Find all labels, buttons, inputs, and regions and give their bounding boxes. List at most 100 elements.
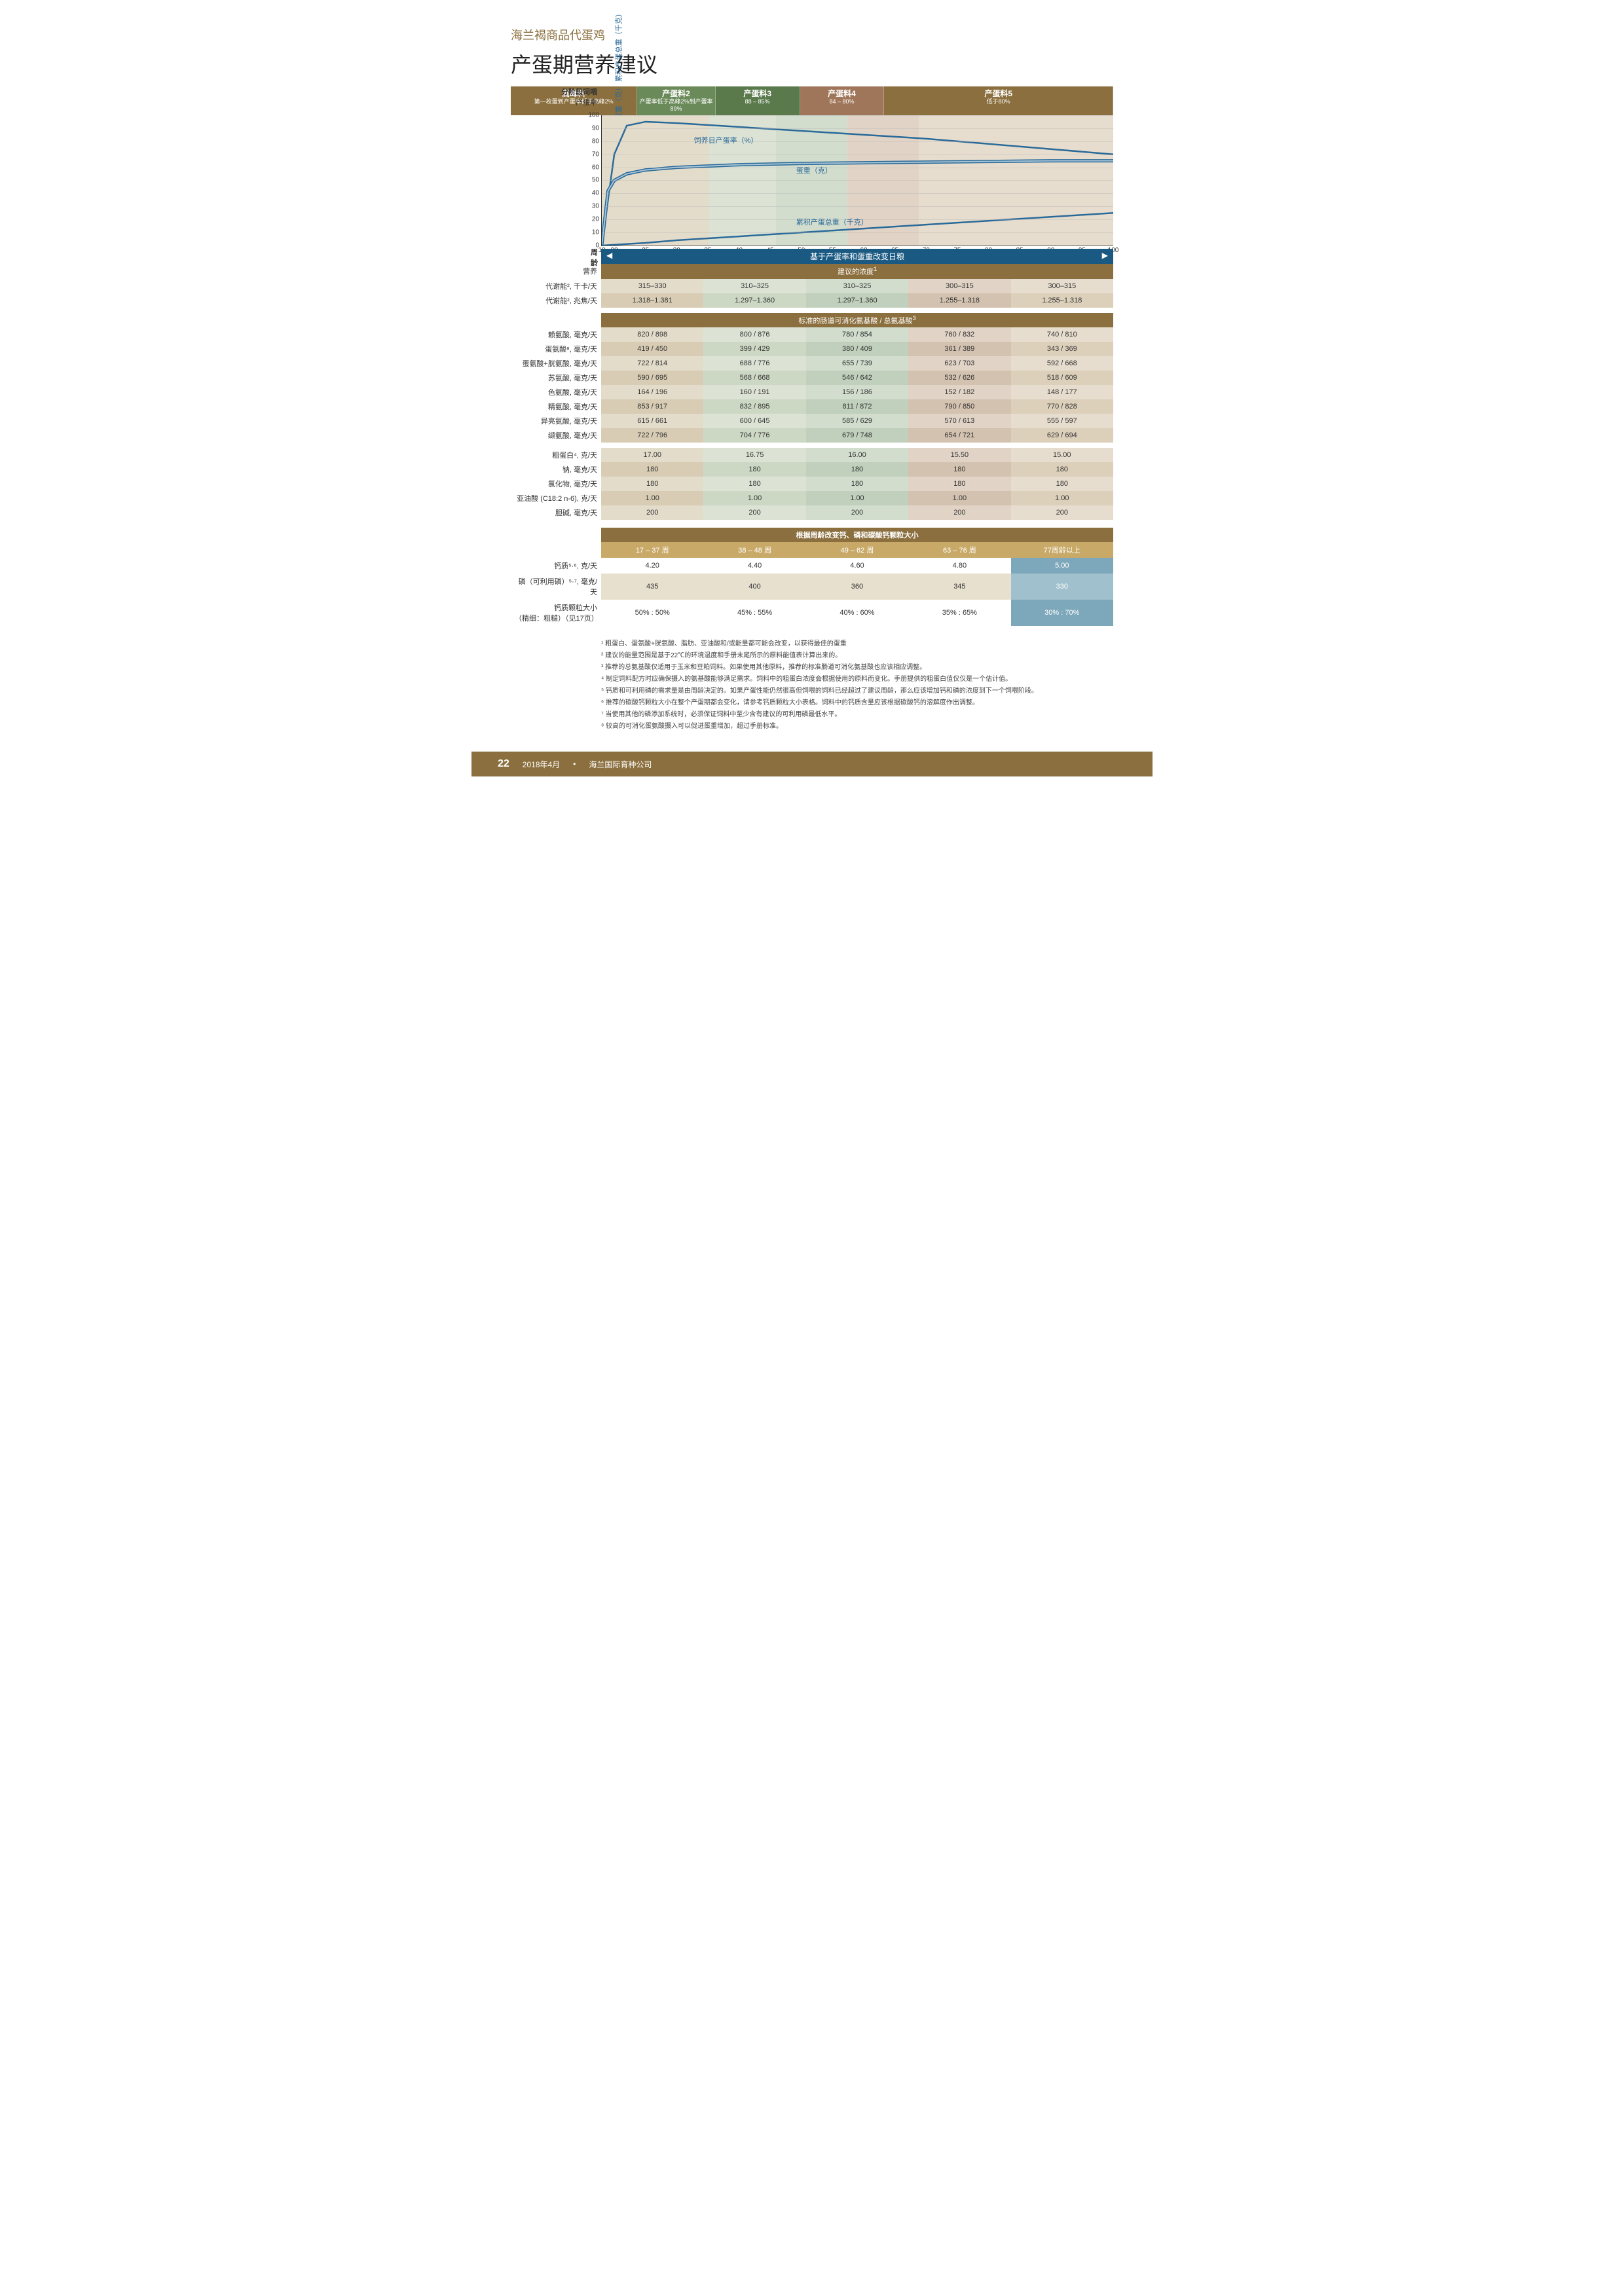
row-label: 胆碱, 毫克/天 xyxy=(511,505,601,520)
chart-area: 周龄 0102030405060708090100182025303540455… xyxy=(601,115,1113,246)
grid-line xyxy=(602,206,1113,207)
value-cell: 555 / 597 xyxy=(1011,414,1113,428)
row-label: 粗蛋白⁴, 克/天 xyxy=(511,448,601,462)
value-cell: 5.00 xyxy=(1011,558,1113,574)
row-label: 苏氨酸, 毫克/天 xyxy=(511,371,601,385)
phase-label: 分阶段饲喂 xyxy=(511,86,597,97)
value-cell: 200 xyxy=(1011,505,1113,520)
value-cell: 740 / 810 xyxy=(1011,327,1113,342)
footer-company: 海兰国际育种公司 xyxy=(589,759,652,770)
phase-headers: 高峰料第一枚蛋到产蛋率低于高峰2%产蛋料2产蛋率低于高峰2%到产蛋率89%产蛋料… xyxy=(511,86,1113,115)
value-cell: 45% : 55% xyxy=(703,600,805,626)
value-cell: 15.00 xyxy=(1011,448,1113,462)
value-cell: 1.297–1.360 xyxy=(703,293,805,308)
value-cell: 180 xyxy=(703,462,805,477)
y-tick: 80 xyxy=(592,137,602,145)
row-label: 色氨酸, 毫克/天 xyxy=(511,385,601,399)
footer-sep: • xyxy=(573,759,576,769)
value-cell: 435 xyxy=(601,574,703,600)
value-cell: 629 / 694 xyxy=(1011,428,1113,443)
value-cell: 30% : 70% xyxy=(1011,600,1113,626)
banner: 基于产蛋率和蛋重改变日粮 xyxy=(601,249,1113,264)
cell xyxy=(511,313,601,328)
value-cell: 40% : 60% xyxy=(806,600,908,626)
grid-line xyxy=(602,180,1113,181)
value-cell: 180 xyxy=(601,462,703,477)
cell xyxy=(601,308,1113,313)
footer-date: 2018年4月 xyxy=(523,759,560,770)
value-cell: 180 xyxy=(601,477,703,491)
value-cell: 200 xyxy=(908,505,1010,520)
value-cell: 546 / 642 xyxy=(806,371,908,385)
row-label: 赖氨酸, 毫克/天 xyxy=(511,327,601,342)
row-label: 磷（可利用磷）⁵·⁷, 毫克/天 xyxy=(511,574,601,600)
value-cell: 300–315 xyxy=(908,279,1010,293)
value-cell: 532 / 626 xyxy=(908,371,1010,385)
mineral-col: 38 – 48 周 xyxy=(703,542,805,558)
value-cell: 1.255–1.318 xyxy=(1011,293,1113,308)
page-number: 22 xyxy=(498,758,509,770)
value-cell: 615 / 661 xyxy=(601,414,703,428)
main-title: 产蛋期营养建议 xyxy=(511,48,1113,79)
value-cell: 180 xyxy=(908,477,1010,491)
value-cell: 518 / 609 xyxy=(1011,371,1113,385)
cell xyxy=(511,308,601,313)
value-cell: 1.00 xyxy=(601,491,703,505)
grid-line xyxy=(602,193,1113,194)
value-cell: 35% : 65% xyxy=(908,600,1010,626)
y-tick: 70 xyxy=(592,151,602,158)
value-cell: 760 / 832 xyxy=(908,327,1010,342)
footnote: ¹ 粗蛋白、蛋氨酸+胱氨酸、脂肪、亚油酸和/或能量都可能会改变，以获得最佳的蛋重 xyxy=(601,639,1113,649)
value-cell: 152 / 182 xyxy=(908,385,1010,399)
row-label: 钙质颗粒大小（精细：粗糙）（见17页） xyxy=(511,600,601,626)
y-tick: 60 xyxy=(592,164,602,171)
value-cell: 380 / 409 xyxy=(806,342,908,356)
cell xyxy=(511,528,601,542)
y-tick: 50 xyxy=(592,177,602,184)
value-cell: 180 xyxy=(806,477,908,491)
value-cell: 400 xyxy=(703,574,805,600)
footnotes: ¹ 粗蛋白、蛋氨酸+胱氨酸、脂肪、亚油酸和/或能量都可能会改变，以获得最佳的蛋重… xyxy=(601,639,1113,732)
value-cell: 4.60 xyxy=(806,558,908,574)
value-cell: 345 xyxy=(908,574,1010,600)
footnote: ⁵ 钙质和可利用磷的需求量是由周龄决定的。如果产蛋性能仍然很高但饲喂的饲料已经超… xyxy=(601,686,1113,697)
value-cell: 160 / 191 xyxy=(703,385,805,399)
header-title: 海兰褐商品代蛋鸡 xyxy=(511,26,1113,43)
phase-header: 产蛋料388 – 85% xyxy=(716,86,800,115)
value-cell: 623 / 703 xyxy=(908,356,1010,371)
y-tick: 100 xyxy=(588,111,602,118)
value-cell: 722 / 814 xyxy=(601,356,703,371)
value-cell: 200 xyxy=(806,505,908,520)
footnote: ² 建议的能量范围是基于22℃的环境温度和手册末尾所示的原料能值表计算出来的。 xyxy=(601,651,1113,661)
row-label: 钙质⁵·⁶, 克/天 xyxy=(511,558,601,574)
value-cell: 1.318–1.381 xyxy=(601,293,703,308)
value-cell: 315–330 xyxy=(601,279,703,293)
mineral-col: 17 – 37 周 xyxy=(601,542,703,558)
nutrition-title: 营养 xyxy=(511,264,601,279)
chart-container: 分阶段饲喂 产蛋率 高峰料第一枚蛋到产蛋率低于高峰2%产蛋料2产蛋率低于高峰2%… xyxy=(511,86,1113,246)
y-tick: 30 xyxy=(592,203,602,210)
value-cell: 1.00 xyxy=(703,491,805,505)
grid-line xyxy=(602,115,1113,116)
value-cell: 16.00 xyxy=(806,448,908,462)
footnote: ⁶ 推荐的碳酸钙颗粒大小在整个产蛋期都会变化，请参考钙质颗粒大小表格。饲料中的钙… xyxy=(601,698,1113,708)
y-tick: 10 xyxy=(592,229,602,236)
value-cell: 780 / 854 xyxy=(806,327,908,342)
row-label: 代谢能², 兆焦/天 xyxy=(511,293,601,308)
row-label: 氯化物, 毫克/天 xyxy=(511,477,601,491)
value-cell: 148 / 177 xyxy=(1011,385,1113,399)
minerals-table: 根据周龄改变钙、磷和碳酸钙颗粒大小17 – 37 周38 – 48 周49 – … xyxy=(511,528,1113,626)
value-cell: 800 / 876 xyxy=(703,327,805,342)
value-cell: 50% : 50% xyxy=(601,600,703,626)
value-cell: 688 / 776 xyxy=(703,356,805,371)
footnote: ⁸ 较高的可消化蛋氨酸摄入可以促进蛋重增加，超过手册标准。 xyxy=(601,721,1113,732)
value-cell: 419 / 450 xyxy=(601,342,703,356)
grid-line xyxy=(602,128,1113,129)
value-cell: 820 / 898 xyxy=(601,327,703,342)
value-cell: 853 / 917 xyxy=(601,399,703,414)
cell xyxy=(601,443,1113,448)
value-cell: 180 xyxy=(703,477,805,491)
cell xyxy=(511,542,601,558)
value-cell: 585 / 629 xyxy=(806,414,908,428)
curve-label: 蛋重（克） xyxy=(796,165,832,175)
